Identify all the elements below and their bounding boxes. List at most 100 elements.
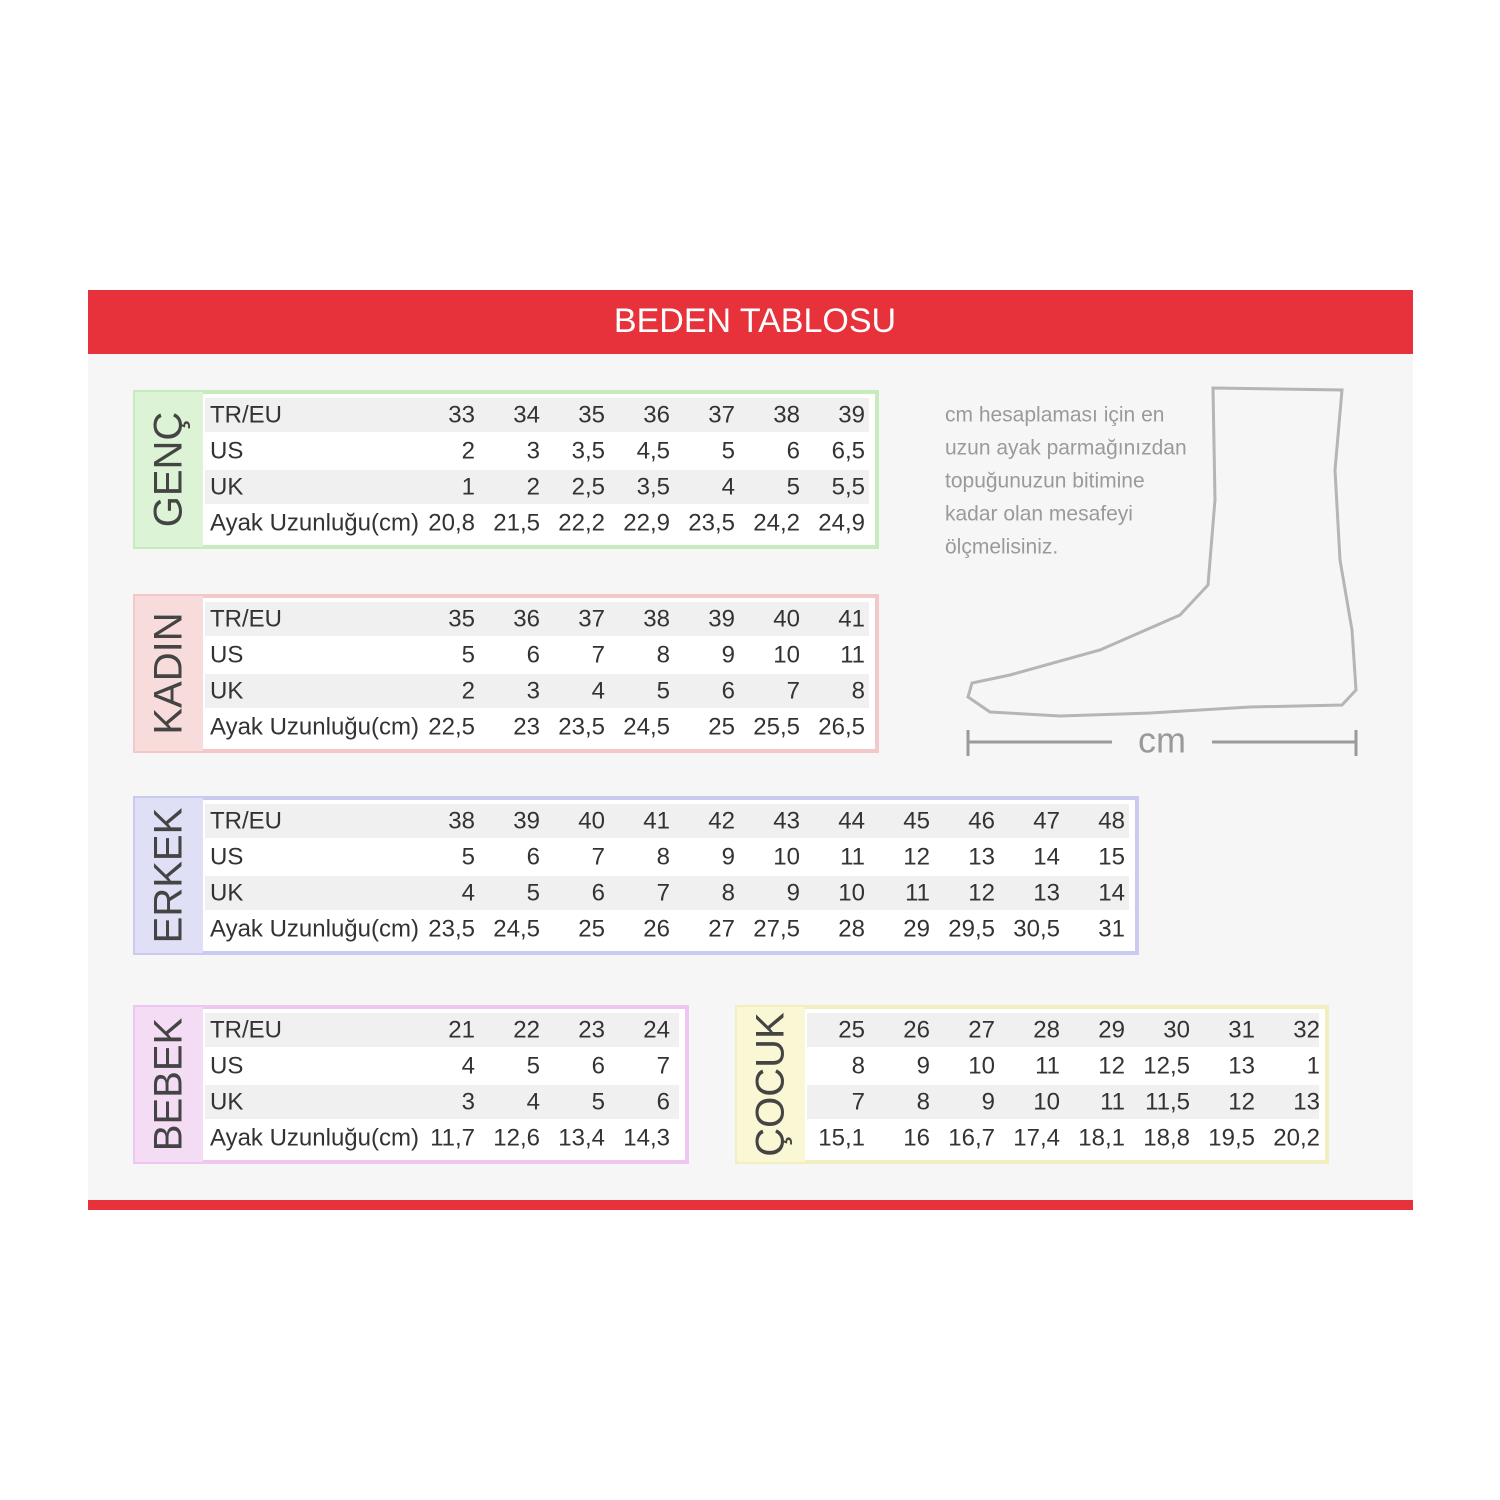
cell-value: 6 [592,1052,605,1079]
cell-value: 10 [838,879,865,906]
cell-value: 11,7 [430,1124,475,1151]
cell-value: 47 [1033,807,1060,834]
cell-value: 14 [1033,843,1060,870]
cell-value: 13,4 [558,1124,605,1151]
cell-value: 5 [527,1052,540,1079]
cell-value: 23,5 [428,915,475,942]
cell-value: 9 [982,1088,995,1115]
cell-value: 7 [852,1088,865,1115]
cell-value: 40 [773,605,800,632]
row-label: TR/EU [210,807,282,834]
cell-value: 11 [905,879,930,906]
cell-value: 12,5 [1143,1052,1190,1079]
cell-value: 24 [643,1016,670,1043]
cell-value: 2 [527,473,540,500]
row-label: Ayak Uzunluğu(cm) [210,1124,419,1151]
cell-value: 6 [592,879,605,906]
row-label: UK [210,879,243,906]
cell-value: 4 [462,1052,475,1079]
table-label: BEBEK [147,1017,191,1151]
cell-value: 5 [527,879,540,906]
cell-value: 5 [462,843,475,870]
cell-value: 11 [840,843,865,870]
row-label: US [210,1052,243,1079]
cell-value: 42 [708,807,735,834]
cell-value: 7 [592,843,605,870]
cell-value: 12 [1098,1052,1125,1079]
cell-value: 22 [513,1016,540,1043]
cell-value: 7 [787,677,800,704]
cell-value: 4 [527,1088,540,1115]
cell-value: 8 [852,1052,865,1079]
cell-value: 39 [838,401,865,428]
cell-value: 41 [838,605,865,632]
cell-value: 25 [838,1016,865,1043]
cell-value: 18,1 [1078,1124,1125,1151]
cell-value: 23,5 [558,713,605,740]
cell-value: 24,5 [493,915,540,942]
row-label: UK [210,1088,243,1115]
side-cell [737,1007,805,1162]
cell-value: 23 [578,1016,605,1043]
cell-value: 17,4 [1013,1124,1060,1151]
cell-value: 27 [968,1016,995,1043]
header-title: BEDEN TABLOSU [614,302,896,340]
cell-value: 2 [462,677,475,704]
cell-value: 37 [708,401,735,428]
footer-bar [88,1200,1413,1210]
row-label: US [210,843,243,870]
row-stripe [205,876,1129,910]
cell-value: 33 [448,401,475,428]
cell-value: 9 [917,1052,930,1079]
cell-value: 7 [592,641,605,668]
cell-value: 3,5 [637,473,670,500]
cell-value: 5 [787,473,800,500]
cell-value: 12 [1228,1088,1255,1115]
cell-value: 2 [462,437,475,464]
cell-value: 6,5 [832,437,865,464]
cell-value: 5 [462,641,475,668]
cell-value: 8 [722,879,735,906]
cell-value: 26 [903,1016,930,1043]
cell-value: 22,5 [428,713,475,740]
table-label: ÇOCUK [749,1012,793,1157]
side-cell [135,1007,203,1162]
row-stripe [205,602,869,636]
cell-value: 43 [773,807,800,834]
foot-outline [966,386,1358,718]
cell-value: 38 [643,605,670,632]
cell-value: 23,5 [688,509,735,536]
row-stripe [807,1085,1319,1119]
cell-value: 24,9 [818,509,865,536]
cell-value: 6 [787,437,800,464]
row-stripe [205,470,869,504]
cell-value: 11 [840,641,865,668]
cell-value: 25 [708,713,735,740]
cell-value: 20,8 [428,509,475,536]
cell-value: 12 [903,843,930,870]
table-label: ERKEK [147,807,191,943]
cell-value: 13 [1293,1088,1320,1115]
cell-value: 8 [657,843,670,870]
cell-value: 5 [722,437,735,464]
cell-value: 6 [527,641,540,668]
row-label: TR/EU [210,605,282,632]
cell-value: 9 [787,879,800,906]
cell-value: 38 [773,401,800,428]
cell-value: 10 [1033,1088,1060,1115]
cell-value: 8 [852,677,865,704]
cell-value: 27,5 [753,915,800,942]
cell-value: 4,5 [637,437,670,464]
row-label: Ayak Uzunluğu(cm) [210,713,419,740]
cell-value: 21 [448,1016,475,1043]
cell-value: 29 [1098,1016,1125,1043]
cell-value: 26,5 [818,713,865,740]
cell-value: 15,1 [818,1124,865,1151]
cell-value: 10 [773,843,800,870]
cell-value: 19,5 [1208,1124,1255,1151]
row-label: US [210,437,243,464]
cell-value: 23 [513,713,540,740]
row-stripe [205,674,869,708]
cell-value: 12 [968,879,995,906]
cell-value: 22,2 [558,509,605,536]
